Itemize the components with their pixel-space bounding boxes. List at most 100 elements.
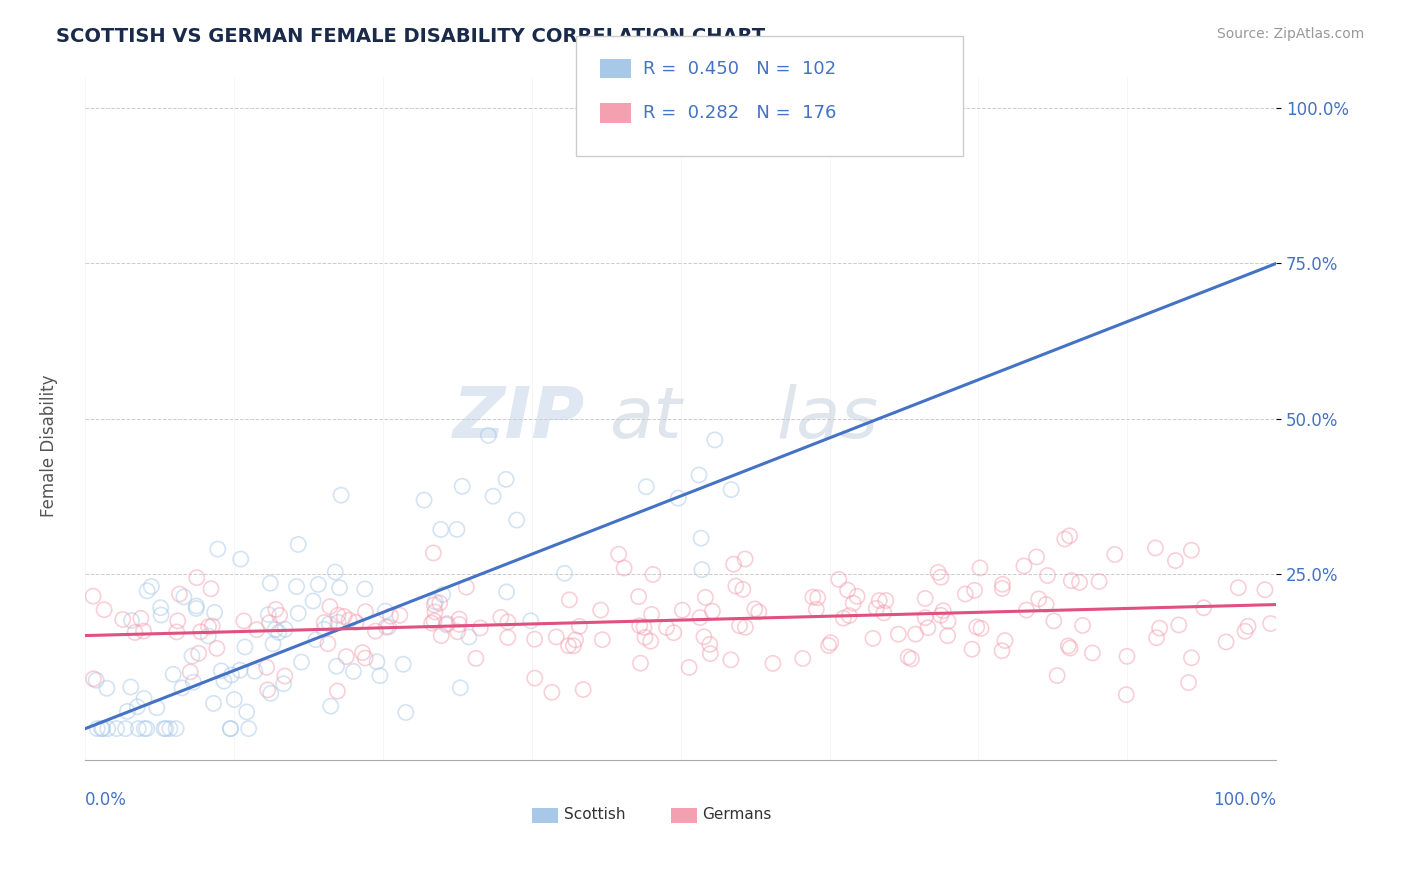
Point (149, 600, 172, 615)
Point (259, 576, 281, 591)
Point (330, 488, 353, 502)
Point (202, 697, 225, 711)
Point (312, 622, 335, 636)
Point (333, 609, 356, 624)
Point (235, 705, 257, 719)
Point (353, 582, 375, 596)
Point (260, 686, 283, 700)
Point (699, 647, 721, 661)
Point (557, 639, 579, 653)
Point (429, 596, 451, 610)
Point (186, 571, 208, 585)
Point (246, 623, 269, 637)
Point (838, 608, 860, 623)
Point (302, 594, 325, 608)
Point (666, 491, 689, 505)
Point (994, 633, 1017, 648)
Point (589, 603, 612, 617)
Point (354, 651, 377, 665)
Point (159, 722, 181, 736)
Point (423, 614, 446, 628)
Point (628, 618, 651, 632)
Point (287, 537, 309, 551)
Text: Scottish: Scottish (564, 806, 626, 822)
Point (627, 590, 650, 604)
Point (1025, 549, 1047, 564)
Point (458, 630, 481, 644)
Point (232, 614, 254, 628)
Point (728, 618, 751, 632)
Point (183, 675, 205, 690)
Point (136, 583, 159, 598)
Point (1059, 641, 1081, 656)
Point (897, 650, 920, 665)
Point (969, 561, 991, 575)
Point (111, 612, 134, 626)
Point (873, 606, 896, 620)
Point (900, 652, 922, 666)
Point (568, 619, 591, 633)
Point (97, 722, 120, 736)
Point (395, 706, 418, 720)
Point (1177, 675, 1199, 690)
Point (423, 605, 446, 619)
Point (1028, 591, 1050, 606)
Point (1042, 614, 1064, 628)
Point (190, 624, 212, 639)
Point (105, 722, 128, 736)
Point (134, 722, 156, 736)
Point (806, 602, 828, 616)
Point (720, 653, 742, 667)
Point (337, 613, 360, 627)
Point (960, 642, 983, 657)
Point (86, 722, 108, 736)
Point (640, 634, 662, 648)
Point (613, 561, 636, 575)
Point (205, 641, 228, 656)
Point (380, 609, 402, 624)
Point (929, 608, 952, 623)
Point (307, 577, 329, 591)
Point (132, 691, 155, 706)
Point (1234, 624, 1257, 639)
Point (207, 542, 229, 557)
Point (1012, 558, 1035, 573)
Point (1115, 688, 1137, 702)
Point (117, 705, 139, 719)
Point (319, 699, 342, 714)
Point (723, 557, 745, 571)
Point (690, 563, 713, 577)
Point (1088, 574, 1111, 589)
Point (914, 591, 936, 606)
Point (495, 585, 517, 599)
Point (634, 630, 657, 644)
Point (197, 620, 219, 634)
Point (734, 620, 756, 634)
Point (366, 655, 388, 669)
Point (259, 615, 281, 630)
Point (264, 623, 287, 637)
Point (212, 674, 235, 689)
Point (970, 621, 993, 635)
Point (84, 673, 107, 688)
Point (917, 621, 939, 635)
Point (1146, 631, 1168, 645)
Point (287, 606, 309, 620)
Point (477, 428, 499, 442)
Point (1104, 548, 1126, 562)
Point (200, 582, 222, 596)
Point (170, 681, 193, 695)
Point (434, 617, 457, 632)
Point (449, 617, 471, 632)
Point (496, 631, 519, 645)
Point (591, 632, 613, 647)
Point (377, 620, 399, 634)
Point (413, 493, 436, 508)
Point (121, 614, 143, 628)
Point (420, 616, 443, 631)
Point (1046, 668, 1069, 682)
Point (449, 612, 471, 626)
Point (688, 468, 710, 483)
Point (991, 577, 1014, 591)
Point (955, 587, 977, 601)
